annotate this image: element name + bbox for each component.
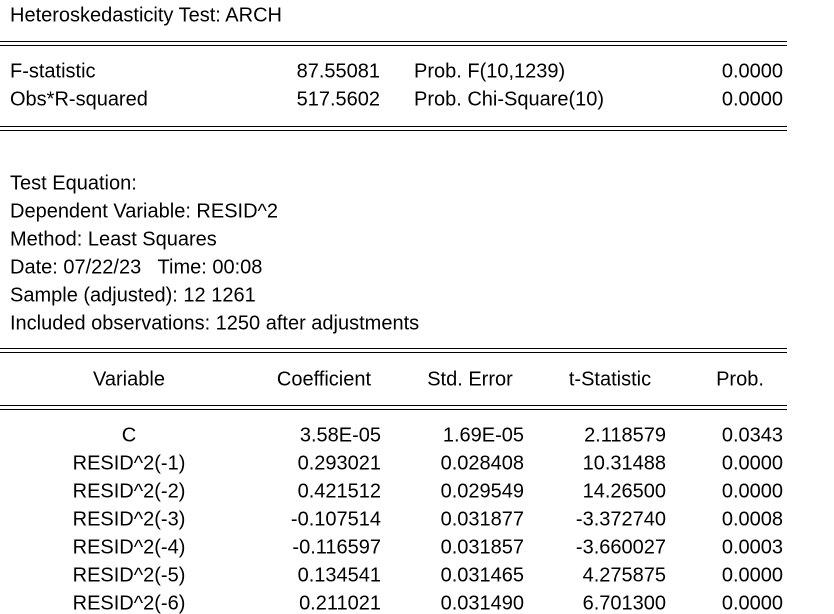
cell: 0.421512: [298, 480, 381, 502]
stat-label: Prob. F(10,1239): [414, 60, 565, 82]
info-line: Test Equation:: [10, 172, 137, 194]
variable-name: C: [122, 424, 136, 446]
cell: 0.031490: [441, 592, 524, 614]
cell: 14.26500: [583, 480, 666, 502]
cell: -3.660027: [576, 536, 666, 558]
info-line: Method: Least Squares: [10, 228, 217, 250]
variable-name: RESID^2(-4): [73, 536, 186, 558]
cell: 0.0000: [722, 564, 783, 586]
stat-value: 0.0000: [722, 60, 783, 82]
cell: 0.211021: [299, 592, 381, 614]
cell: 0.0000: [722, 480, 783, 502]
stat-value: 0.0000: [722, 88, 783, 110]
column-header: Prob.: [716, 368, 764, 390]
cell: -0.107514: [291, 508, 381, 530]
cell: 0.029549: [441, 480, 524, 502]
variable-name: RESID^2(-2): [73, 480, 186, 502]
cell: 0.031857: [441, 536, 524, 558]
cell: 4.275875: [583, 564, 666, 586]
title: Heteroskedasticity Test: ARCH: [10, 4, 282, 26]
info-line: Sample (adjusted): 12 1261: [10, 284, 256, 306]
info-line: Included observations: 1250 after adjust…: [10, 312, 419, 334]
cell: 0.031465: [441, 564, 524, 586]
column-header: Coefficient: [277, 368, 372, 390]
cell: 0.0008: [722, 508, 783, 530]
cell: 0.0343: [722, 424, 783, 446]
column-header: Variable: [93, 368, 165, 390]
cell: 2.118579: [584, 424, 666, 446]
stat-value: 517.5602: [297, 88, 380, 110]
cell: 0.0000: [722, 592, 783, 614]
info-line: Date: 07/22/23 Time: 00:08: [10, 256, 262, 278]
info-line: Dependent Variable: RESID^2: [10, 200, 278, 222]
variable-name: RESID^2(-5): [73, 564, 186, 586]
cell: -3.372740: [576, 508, 666, 530]
stat-label: F-statistic: [10, 60, 96, 82]
variable-name: RESID^2(-3): [73, 508, 186, 530]
cell: 6.701300: [583, 592, 666, 614]
column-header: Std. Error: [427, 368, 513, 390]
cell: 0.293021: [298, 452, 381, 474]
cell: 0.0003: [722, 536, 783, 558]
stat-label: Prob. Chi-Square(10): [414, 88, 604, 110]
cell: 10.31488: [583, 452, 666, 474]
stat-label: Obs*R-squared: [10, 88, 148, 110]
stat-value: 87.55081: [297, 60, 380, 82]
column-header: t-Statistic: [569, 368, 651, 390]
variable-name: RESID^2(-1): [73, 452, 186, 474]
cell: 0.031877: [441, 508, 524, 530]
cell: 0.134541: [298, 564, 381, 586]
cell: 1.69E-05: [443, 424, 524, 446]
variable-name: RESID^2(-6): [73, 592, 186, 614]
cell: -0.116597: [292, 536, 381, 558]
cell: 0.028408: [441, 452, 524, 474]
cell: 0.0000: [722, 452, 783, 474]
cell: 3.58E-05: [300, 424, 381, 446]
